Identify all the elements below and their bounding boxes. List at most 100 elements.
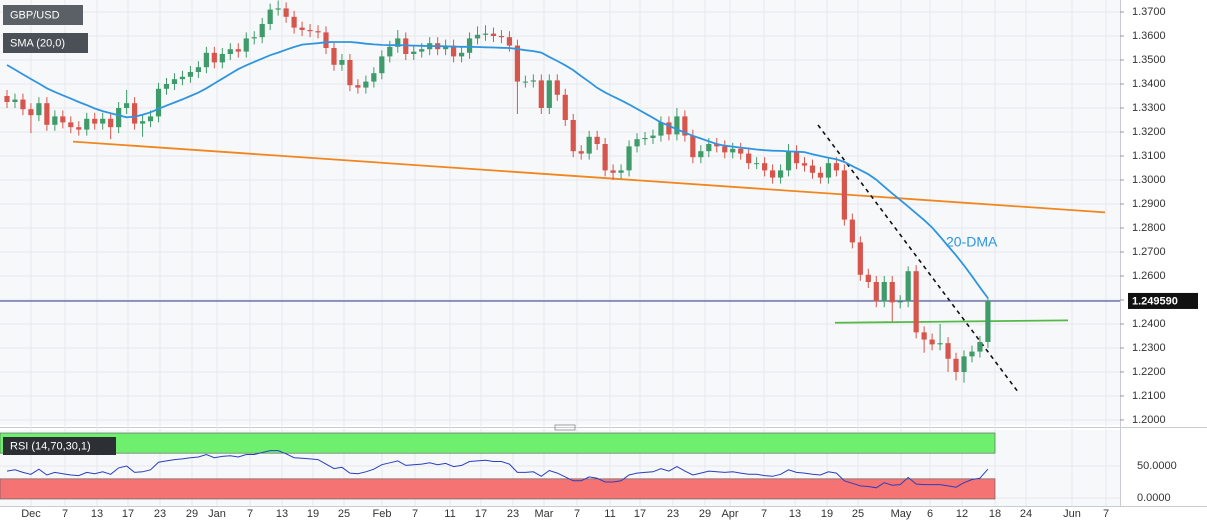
candle-body <box>722 146 728 153</box>
x-tick-label: 23 <box>507 508 519 520</box>
sma-annotation: 20-DMA <box>946 234 998 250</box>
candle-body <box>514 45 520 82</box>
candle-body <box>211 52 217 63</box>
candle-body <box>355 85 361 88</box>
candle-body <box>379 56 385 74</box>
candle-body <box>674 116 680 135</box>
x-tick-label: Feb <box>373 508 392 520</box>
candle-body <box>259 23 265 38</box>
candle-body <box>953 358 959 372</box>
candle-body <box>12 99 18 102</box>
candle-body <box>881 281 887 302</box>
candle-body <box>506 37 513 46</box>
candle-body <box>801 163 808 166</box>
y-tick-label: 1.3300 <box>1132 102 1166 114</box>
candle-body <box>443 45 449 50</box>
x-tick-label: 23 <box>154 508 166 520</box>
candle-body <box>865 274 871 282</box>
candle-body <box>841 170 847 220</box>
y-tick-label: 1.2400 <box>1132 318 1166 330</box>
candle-body <box>698 151 704 158</box>
candle-body <box>44 103 50 125</box>
x-tick-label: 13 <box>276 508 288 520</box>
candle-body <box>634 139 640 147</box>
candle-body <box>339 59 345 65</box>
x-tick-label: 25 <box>852 508 864 520</box>
x-tick-label: 24 <box>1020 508 1032 520</box>
candle-body <box>243 38 249 52</box>
candle-body <box>985 300 991 342</box>
candle-body <box>163 83 170 89</box>
x-tick-label: 7 <box>412 508 418 520</box>
x-tick-label: 7 <box>1103 508 1109 520</box>
candle-body <box>387 46 393 57</box>
candle-body <box>251 37 257 39</box>
candle-body <box>714 143 720 147</box>
candle-body <box>116 107 122 128</box>
candle-body <box>363 81 369 88</box>
candle-body <box>785 151 792 171</box>
trendline <box>834 319 1069 324</box>
y-tick-label: 1.3200 <box>1132 126 1166 138</box>
rsi-legend-box <box>3 437 116 455</box>
y-tick-label: 1.2900 <box>1132 198 1166 210</box>
x-tick-label: 7 <box>574 508 580 520</box>
candle-body <box>179 76 186 80</box>
rsi-tick-label: 0.0000 <box>1137 492 1171 504</box>
x-tick-label: 11 <box>444 508 455 520</box>
candle-body <box>299 27 305 30</box>
x-tick-label: 6 <box>927 508 933 520</box>
marks <box>0 0 1120 500</box>
x-tick-label: 12 <box>956 508 968 520</box>
candle-body <box>347 59 353 86</box>
candle-body <box>315 31 321 33</box>
labels: GBP/USD SMA (20,0) RSI (14,70,30,1) Dec 7… <box>3 5 1198 520</box>
candle-body <box>139 121 146 124</box>
price-panel <box>0 0 1120 425</box>
x-tick-label: 17 <box>122 508 134 520</box>
candle-body <box>762 163 768 171</box>
x-tick-label: 11 <box>604 508 615 520</box>
x-tick-label: 17 <box>475 508 487 520</box>
candle-body <box>937 343 943 345</box>
candle-body <box>60 116 66 123</box>
candle-body <box>458 52 465 57</box>
x-tick-label: 29 <box>186 508 198 520</box>
candle-body <box>219 53 225 63</box>
candle-body <box>84 118 90 130</box>
candle-body <box>291 16 297 28</box>
candle-body <box>283 8 289 17</box>
candle-body <box>602 143 608 171</box>
last-price-label: 1.249590 <box>1132 295 1178 307</box>
candle-body <box>793 151 800 164</box>
panel-handle[interactable] <box>554 424 576 431</box>
candle-body <box>4 95 10 102</box>
candle-body <box>586 136 592 154</box>
candle-body <box>275 8 281 10</box>
y-tick-label: 1.3100 <box>1132 150 1166 162</box>
candle-body <box>522 81 528 83</box>
candle-body <box>945 343 951 359</box>
candle-body <box>490 33 497 36</box>
x-tick-label: 7 <box>247 508 253 520</box>
y-tick-label: 1.2700 <box>1132 246 1166 258</box>
candle-body <box>809 165 816 173</box>
last-price-box <box>1128 292 1198 309</box>
candle-body <box>267 9 273 24</box>
candle-body <box>546 80 552 108</box>
candle-body <box>857 242 863 275</box>
candle-body <box>307 29 313 32</box>
candle-body <box>730 148 736 153</box>
candle-body <box>618 170 624 173</box>
y-tick-label: 1.2300 <box>1132 342 1166 354</box>
candle-body <box>570 119 576 152</box>
sma-legend-box <box>3 33 88 53</box>
y-tick-label: 1.2800 <box>1132 222 1166 234</box>
y-tick-label: 1.2200 <box>1132 366 1166 378</box>
x-tick-label: 19 <box>307 508 319 520</box>
candle-body <box>897 301 903 303</box>
candle-body <box>889 281 895 303</box>
y-tick-label: 1.3000 <box>1132 174 1166 186</box>
x-tick-label: 19 <box>821 508 833 520</box>
x-tick-label: 25 <box>338 508 350 520</box>
